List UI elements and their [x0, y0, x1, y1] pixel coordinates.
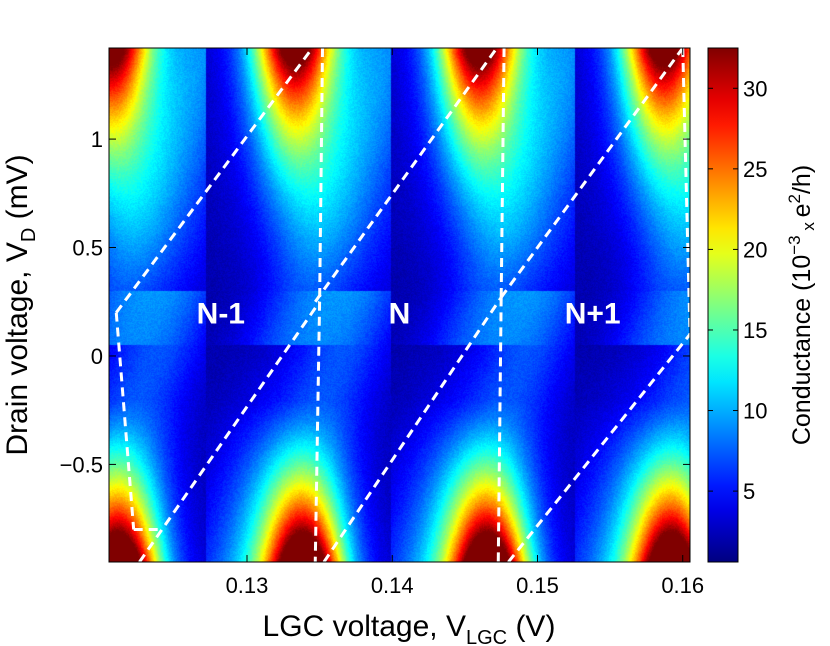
colorbar-tick-label: 5 [743, 479, 755, 504]
diamond-boundary-line [318, 48, 325, 302]
heatmap-image [109, 48, 690, 562]
diamond-boundary-line [322, 296, 503, 562]
x-axis-title: LGC voltage, VLGC (V) [263, 610, 556, 646]
colorbar-tick-label: 10 [743, 399, 767, 424]
colorbar-tick-label: 25 [743, 157, 767, 182]
region-label: N-1 [197, 297, 245, 330]
colorbar-tick-label: 15 [743, 318, 767, 343]
y-tick-label: −0.5 [60, 452, 103, 477]
diamond-boundary-line [507, 333, 690, 562]
diamond-boundary-line [499, 48, 684, 299]
colorbar-tick-label: 30 [743, 76, 767, 101]
region-label: N+1 [565, 297, 621, 330]
colorbar-ticks: 5 10 15 20 25 30 [708, 76, 767, 504]
colorbar [707, 47, 739, 563]
y-axis-title: Drain voltage, VD (mV) [1, 154, 40, 455]
y-tick-label: 1 [91, 127, 103, 152]
y-tick-label: 0.5 [72, 236, 103, 261]
diamond-boundaries [114, 48, 690, 562]
diamond-boundary-line [681, 48, 690, 335]
region-labels: N-1 N N+1 [197, 297, 621, 330]
x-tick-label: 0.13 [226, 573, 269, 598]
plot-frame [108, 47, 691, 563]
diamond-boundary-line [138, 300, 321, 562]
diamond-boundary-line [313, 301, 322, 562]
x-tick-label: 0.16 [661, 573, 704, 598]
region-label: N [389, 297, 411, 330]
y-axis-ticks: −0.5 0 0.5 1 [60, 127, 690, 477]
colorbar-tick-label: 20 [743, 237, 767, 262]
diamond-boundary-line [115, 48, 314, 314]
diamond-boundary-line [314, 48, 499, 303]
diamond-boundary-line [114, 312, 136, 530]
x-tick-label: 0.15 [516, 573, 559, 598]
x-axis-ticks: 0.13 0.14 0.15 0.16 [226, 48, 704, 598]
diamond-boundary-line [499, 48, 506, 298]
y-tick-label: 0 [91, 344, 103, 369]
colorbar-title: Conductance (10−3 x e2/h) [785, 165, 818, 445]
x-tick-label: 0.14 [371, 573, 414, 598]
